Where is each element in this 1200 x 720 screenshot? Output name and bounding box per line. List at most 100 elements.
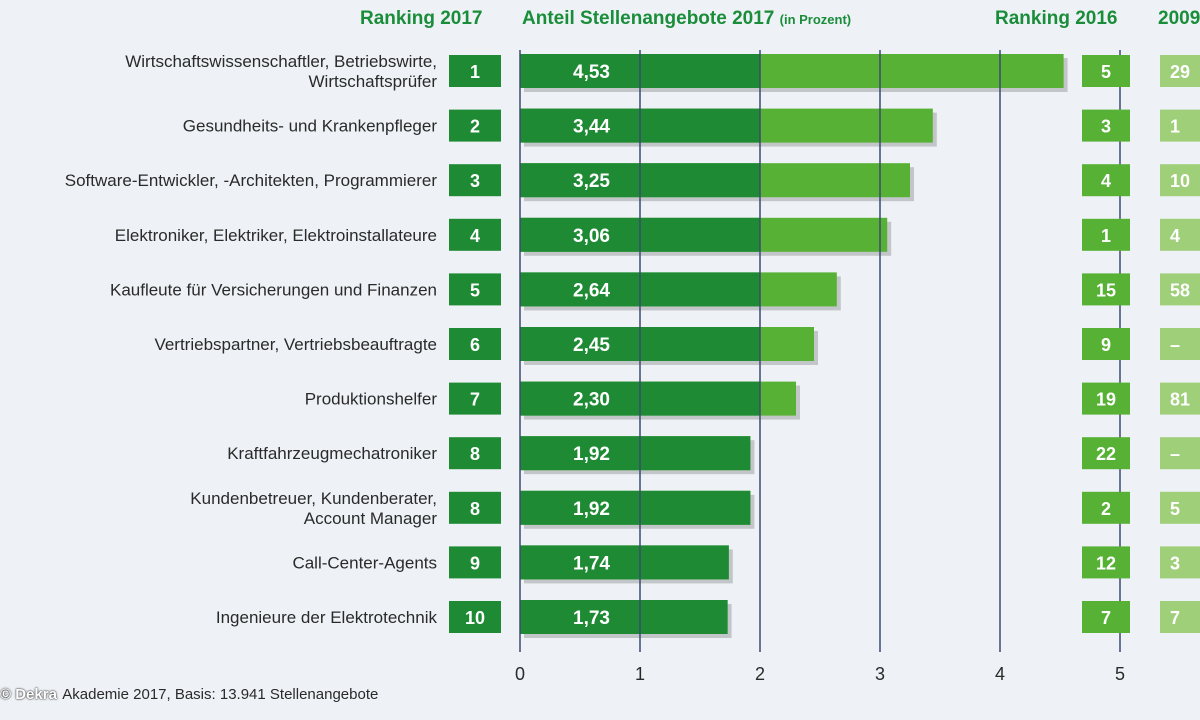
data-label: 2,30 xyxy=(573,390,610,411)
tick-label: 2 xyxy=(755,664,765,684)
rank-2017-badge xyxy=(449,601,501,633)
rank-2009-value: 1 xyxy=(1170,117,1180,137)
rank-2017-badge xyxy=(449,164,501,197)
rank-2009-value: – xyxy=(1170,444,1180,464)
header-ranking-2009: 2009 xyxy=(1158,8,1200,29)
rank-2017-value: 7 xyxy=(470,390,480,410)
rank-2017-value: 2 xyxy=(470,117,480,137)
bar-dark-segment xyxy=(520,600,728,634)
rank-2009-value: 10 xyxy=(1170,171,1190,191)
rank-2016-badge xyxy=(1082,273,1130,306)
rank-2009-value: 4 xyxy=(1170,226,1180,246)
tick-label: 4 xyxy=(995,664,1005,684)
rank-2009-badge xyxy=(1160,546,1200,579)
source-text: Akademie 2017, Basis: 13.941 Stellenange… xyxy=(62,686,379,703)
rank-2009-badge xyxy=(1160,273,1200,306)
rank-2016-value: 2 xyxy=(1101,499,1111,519)
rank-2009-badge xyxy=(1160,164,1200,197)
data-label: 1,74 xyxy=(573,553,610,574)
rank-2016-value: 3 xyxy=(1101,117,1111,137)
data-label: 2,64 xyxy=(573,280,610,301)
header-ranking-2017: Ranking 2017 xyxy=(360,8,483,29)
header-ranking-2016: Ranking 2016 xyxy=(995,8,1118,29)
data-label: 3,44 xyxy=(573,117,610,138)
data-label: 3,06 xyxy=(573,226,610,247)
rank-2016-badge xyxy=(1082,164,1130,197)
header-share-unit: (in Prozent) xyxy=(779,12,852,27)
rank-2017-value: 10 xyxy=(465,608,485,628)
rank-2009-value: 3 xyxy=(1170,553,1180,573)
rank-2017-badge xyxy=(449,273,501,306)
rank-2017-badge xyxy=(449,491,501,524)
rank-2017-value: 8 xyxy=(470,444,480,464)
rank-2009-badge xyxy=(1160,328,1200,360)
bar-dark-segment xyxy=(520,490,751,525)
rank-2016-badge xyxy=(1082,546,1130,579)
data-label: 4,53 xyxy=(573,62,610,83)
category-label: Account Manager xyxy=(304,509,438,528)
category-label: Ingenieure der Elektrotechnik xyxy=(216,608,438,627)
rank-2017-value: 3 xyxy=(470,171,480,191)
rank-2009-badge xyxy=(1160,109,1200,142)
rank-2016-value: 5 xyxy=(1101,62,1111,82)
rank-2017-value: 9 xyxy=(470,553,480,573)
rank-2016-badge xyxy=(1082,109,1130,142)
rank-2016-value: 7 xyxy=(1101,608,1111,628)
data-label: 1,92 xyxy=(573,499,610,520)
category-label: Wirtschaftsprüfer xyxy=(309,72,438,91)
header-share: Anteil Stellenangebote 2017 (in Prozent) xyxy=(522,8,851,30)
rank-2017-badge xyxy=(449,437,501,470)
rank-2016-value: 1 xyxy=(1101,226,1111,246)
header-share-title: Anteil Stellenangebote 2017 xyxy=(522,8,775,29)
rank-2009-value: 58 xyxy=(1170,280,1190,300)
rank-2009-value: 7 xyxy=(1170,608,1180,628)
category-label: Call-Center-Agents xyxy=(292,553,437,572)
tick-label: 0 xyxy=(515,664,525,684)
rank-2016-value: 19 xyxy=(1096,390,1116,410)
tick-label: 3 xyxy=(875,664,885,684)
rank-2016-badge xyxy=(1082,328,1130,360)
category-label: Elektroniker, Elektriker, Elektroinstall… xyxy=(115,226,437,245)
rank-2009-value: 5 xyxy=(1170,499,1180,519)
source-note: © Dekra Akademie 2017, Basis: 13.941 Ste… xyxy=(0,686,378,703)
rank-2017-badge xyxy=(449,218,501,251)
rank-2016-badge xyxy=(1082,382,1130,415)
rank-2017-value: 8 xyxy=(470,499,480,519)
rank-2016-badge xyxy=(1082,218,1130,251)
rank-2017-value: 1 xyxy=(470,62,480,82)
rank-2016-badge xyxy=(1082,55,1130,87)
rank-2016-value: 22 xyxy=(1096,444,1116,464)
rank-2017-badge xyxy=(449,328,501,360)
rank-2017-value: 6 xyxy=(470,335,480,355)
rank-2017-badge xyxy=(449,109,501,142)
category-label: Vertriebspartner, Vertriebsbeauftragte xyxy=(154,335,437,354)
category-label: Gesundheits- und Krankenpfleger xyxy=(183,117,438,136)
rank-2017-badge xyxy=(449,55,501,87)
rank-2016-value: 9 xyxy=(1101,335,1111,355)
rank-2016-badge xyxy=(1082,491,1130,524)
rank-2009-badge xyxy=(1160,437,1200,470)
rank-2009-value: 29 xyxy=(1170,62,1190,82)
rank-2017-badge xyxy=(449,546,501,579)
category-label: Produktionshelfer xyxy=(305,390,438,409)
bar-dark-segment xyxy=(520,436,751,471)
rank-2016-value: 4 xyxy=(1101,171,1111,191)
rank-2016-badge xyxy=(1082,437,1130,470)
rank-2009-badge xyxy=(1160,218,1200,251)
tick-label: 1 xyxy=(635,664,645,684)
rank-2017-badge xyxy=(449,382,501,415)
rank-2009-badge xyxy=(1160,491,1200,524)
rank-2009-badge xyxy=(1160,55,1200,87)
rank-2016-value: 12 xyxy=(1096,553,1116,573)
data-label: 1,73 xyxy=(573,608,610,629)
rank-2016-badge xyxy=(1082,601,1130,633)
data-label: 3,25 xyxy=(573,171,610,192)
category-label: Kundenbetreuer, Kundenberater, xyxy=(190,489,437,508)
bar-dark-segment xyxy=(520,545,729,580)
rank-2009-badge xyxy=(1160,382,1200,415)
category-label: Wirtschaftswissenschaftler, Betriebswirt… xyxy=(125,52,437,71)
rank-2009-badge xyxy=(1160,601,1200,633)
watermark: © Dekra xyxy=(0,686,57,703)
data-label: 1,92 xyxy=(573,444,610,465)
